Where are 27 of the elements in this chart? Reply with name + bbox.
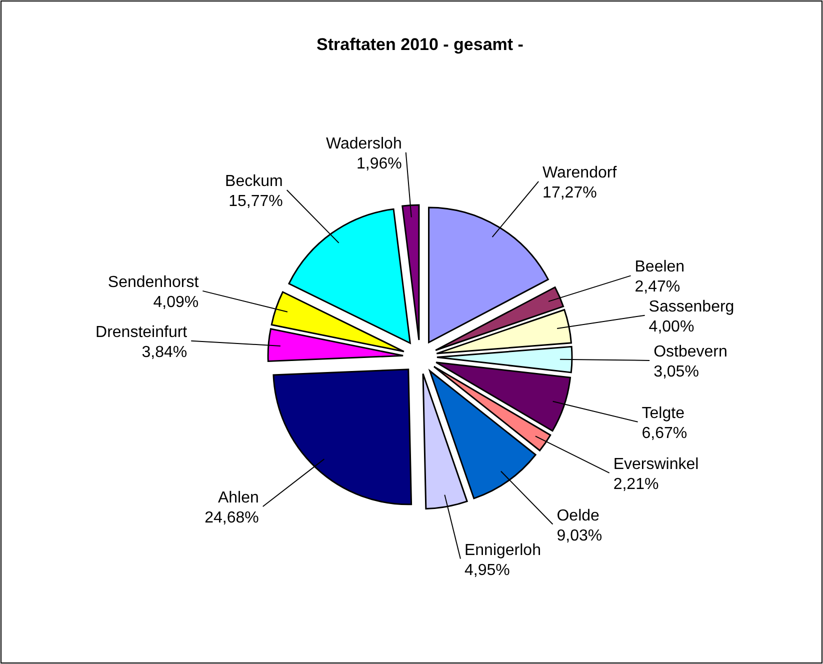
data-label: 1,96% [356,155,402,172]
data-label: 6,67% [642,424,688,442]
slice-label: Warendorf [542,164,618,182]
data-label: 4,09% [153,294,199,311]
data-label: 4,00% [648,318,694,336]
data-label: 9,03% [556,527,602,544]
slice-label: Ahlen [218,489,259,506]
slice-label: Telgte [642,404,685,422]
slice-label: Wadersloh [326,135,402,152]
slice-label: Ennigerloh [464,542,541,559]
slice-label: Ostbevern [654,343,728,360]
slice-label: Oelde [556,507,600,524]
slice-label: Beelen [634,258,685,276]
data-label: 2,21% [613,476,659,493]
slice-label: Sassenberg [648,298,734,316]
slice-label: Sendenhorst [108,274,200,291]
data-label: 15,77% [228,192,283,210]
data-label: 2,47% [634,278,680,296]
data-label: 4,95% [464,562,510,579]
slice-label: Drensteinfurt [96,324,188,341]
data-label: 24,68% [204,509,259,526]
slice-label: Everswinkel [613,456,699,473]
slice-label: Beckum [225,172,283,190]
data-label: 3,05% [654,363,699,380]
data-label: 3,84% [142,344,188,361]
data-label: 17,27% [542,184,597,202]
chart-title: Straftaten 2010 - gesamt - [316,35,524,54]
